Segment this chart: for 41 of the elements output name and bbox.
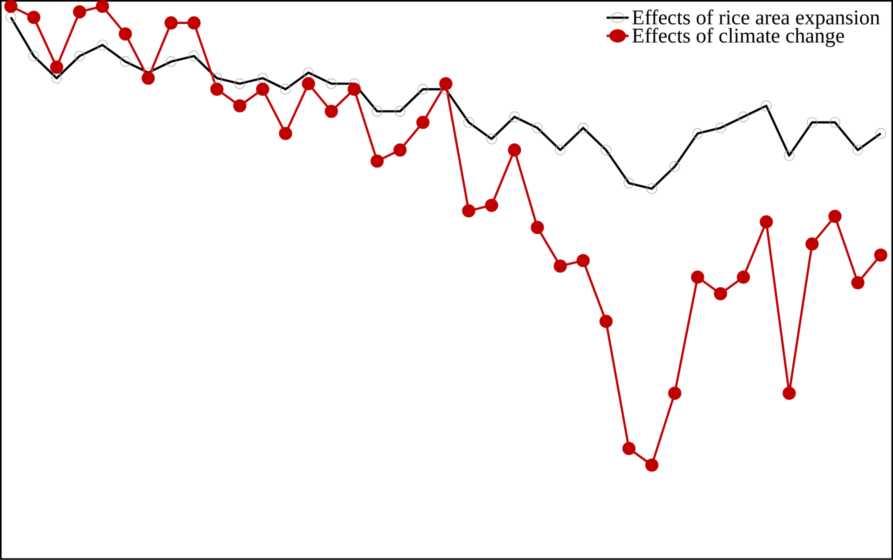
point bbox=[805, 237, 819, 251]
point bbox=[302, 77, 316, 90]
point bbox=[142, 72, 155, 85]
point bbox=[27, 10, 40, 24]
point bbox=[760, 215, 773, 229]
point bbox=[4, 0, 18, 13]
point bbox=[782, 386, 796, 400]
point bbox=[691, 270, 704, 284]
point bbox=[554, 260, 567, 273]
point bbox=[370, 154, 384, 168]
point bbox=[393, 143, 407, 157]
point bbox=[736, 270, 750, 284]
point bbox=[576, 254, 590, 268]
point bbox=[462, 204, 476, 218]
point bbox=[164, 16, 178, 30]
point bbox=[508, 143, 522, 157]
legend-label: Effects of rice area expansion bbox=[632, 10, 880, 29]
point bbox=[324, 104, 338, 118]
point bbox=[50, 60, 64, 74]
point bbox=[485, 198, 498, 212]
point bbox=[714, 287, 728, 300]
point bbox=[278, 126, 292, 140]
point bbox=[96, 0, 110, 13]
point bbox=[256, 82, 270, 96]
legend-label: Effects of climate change bbox=[632, 28, 844, 48]
point bbox=[622, 442, 636, 456]
point bbox=[118, 27, 132, 41]
point bbox=[416, 116, 430, 130]
point bbox=[828, 210, 842, 224]
point bbox=[668, 386, 682, 400]
point bbox=[645, 458, 658, 472]
point bbox=[210, 82, 224, 96]
point bbox=[530, 220, 544, 234]
point bbox=[187, 16, 201, 30]
point bbox=[851, 276, 864, 290]
point bbox=[233, 99, 246, 112]
point bbox=[348, 82, 361, 96]
point bbox=[599, 314, 613, 328]
point bbox=[72, 5, 86, 19]
point bbox=[439, 77, 452, 90]
point bbox=[874, 248, 888, 262]
